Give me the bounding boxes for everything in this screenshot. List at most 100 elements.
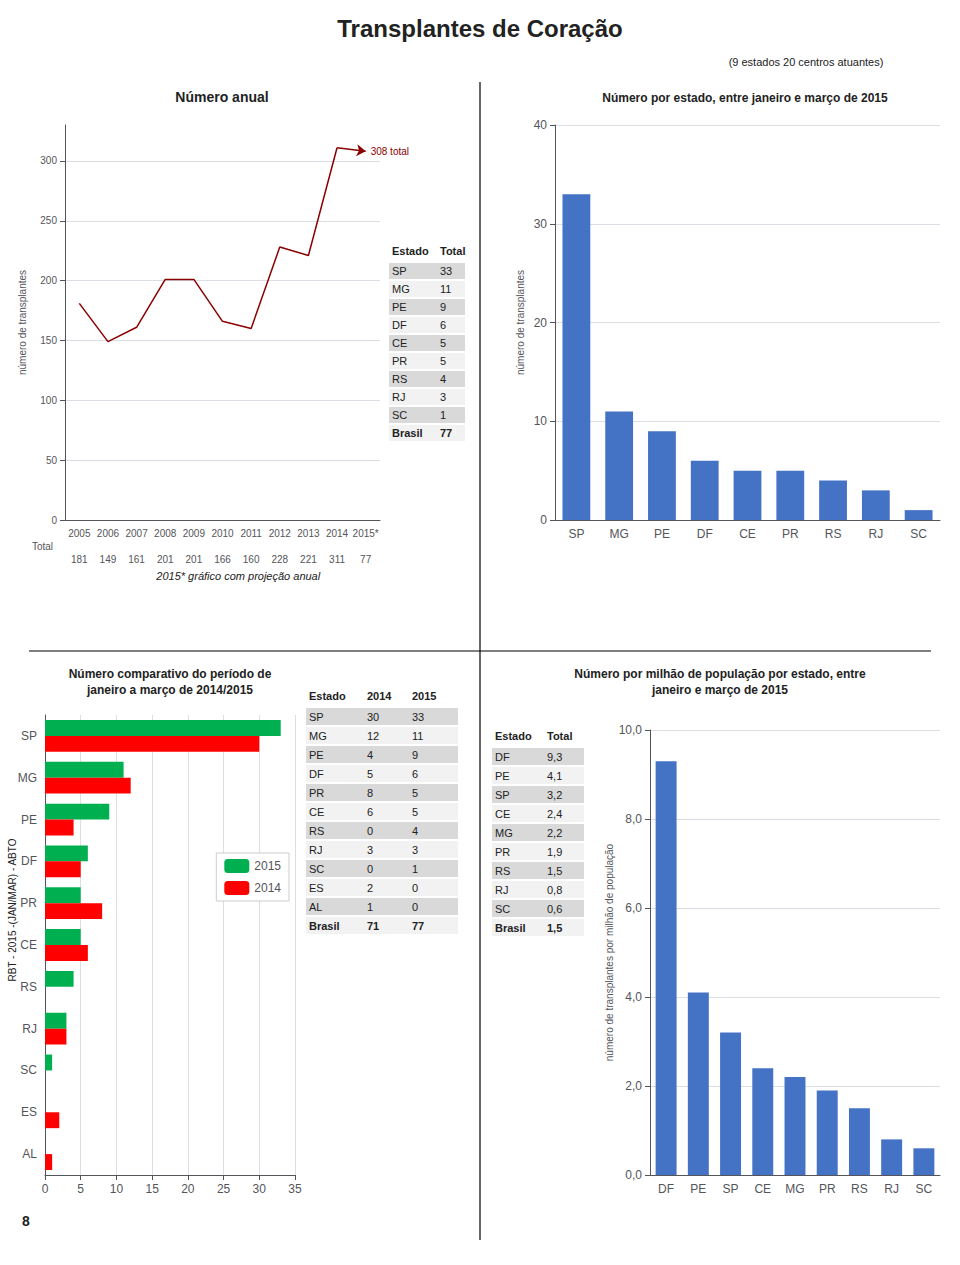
svg-text:0: 0 (367, 825, 373, 837)
svg-text:CE: CE (20, 938, 37, 952)
svg-text:AL: AL (22, 1147, 37, 1161)
svg-text:PE: PE (392, 301, 407, 313)
svg-text:8: 8 (22, 1213, 30, 1229)
svg-text:201: 201 (157, 554, 174, 565)
svg-text:1,9: 1,9 (547, 846, 562, 858)
svg-text:PE: PE (495, 770, 510, 782)
svg-text:MG: MG (309, 730, 327, 742)
svg-text:Brasil: Brasil (495, 922, 526, 934)
svg-text:janeiro a março de 2014/2015: janeiro a março de 2014/2015 (86, 683, 253, 697)
svg-text:100: 100 (40, 395, 57, 406)
svg-text:MG: MG (392, 283, 410, 295)
svg-text:2005: 2005 (68, 528, 91, 539)
svg-text:2008: 2008 (154, 528, 177, 539)
svg-text:4,0: 4,0 (625, 990, 642, 1004)
svg-text:MG: MG (18, 771, 37, 785)
svg-text:Brasil: Brasil (392, 427, 423, 439)
svg-text:RS: RS (309, 825, 324, 837)
svg-text:150: 150 (40, 335, 57, 346)
svg-text:77: 77 (440, 427, 452, 439)
svg-text:SC: SC (309, 863, 324, 875)
svg-text:0,0: 0,0 (625, 1168, 642, 1182)
svg-text:SP: SP (392, 265, 407, 277)
svg-text:0: 0 (412, 882, 418, 894)
svg-text:9,3: 9,3 (547, 751, 562, 763)
svg-text:AL: AL (309, 901, 322, 913)
svg-text:2,0: 2,0 (625, 1079, 642, 1093)
svg-text:77: 77 (360, 554, 372, 565)
svg-text:CE: CE (495, 808, 510, 820)
svg-text:2014: 2014 (367, 690, 392, 702)
svg-text:10: 10 (110, 1182, 124, 1196)
svg-text:5: 5 (412, 806, 418, 818)
svg-text:Total: Total (440, 245, 465, 257)
svg-text:3: 3 (367, 844, 373, 856)
svg-text:RBT - 2015 -(JAN/MAR) - ABTO: RBT - 2015 -(JAN/MAR) - ABTO (7, 838, 18, 981)
svg-text:Brasil: Brasil (309, 920, 340, 932)
svg-text:2013: 2013 (297, 528, 320, 539)
svg-text:CE: CE (392, 337, 407, 349)
svg-text:SC: SC (495, 903, 510, 915)
svg-text:Total: Total (547, 730, 572, 742)
svg-text:4: 4 (440, 373, 446, 385)
svg-text:RS: RS (392, 373, 407, 385)
svg-text:ES: ES (309, 882, 324, 894)
svg-text:6: 6 (412, 768, 418, 780)
svg-text:janeiro e março de 2015: janeiro e março de 2015 (651, 683, 788, 697)
svg-text:CE: CE (739, 527, 756, 541)
svg-text:0: 0 (42, 1182, 49, 1196)
svg-text:Número anual: Número anual (175, 89, 268, 105)
svg-text:71: 71 (367, 920, 379, 932)
svg-text:10,0: 10,0 (619, 723, 643, 737)
svg-text:0: 0 (367, 863, 373, 875)
svg-text:MG: MG (495, 827, 513, 839)
svg-text:PR: PR (309, 787, 324, 799)
svg-text:2: 2 (367, 882, 373, 894)
svg-text:Estado: Estado (309, 690, 346, 702)
svg-text:11: 11 (440, 283, 451, 295)
svg-text:2011: 2011 (240, 528, 262, 539)
svg-text:MG: MG (785, 1182, 804, 1196)
svg-text:RS: RS (20, 980, 37, 994)
svg-text:8,0: 8,0 (625, 812, 642, 826)
svg-text:20: 20 (534, 316, 548, 330)
svg-text:2014: 2014 (326, 528, 349, 539)
svg-text:201: 201 (186, 554, 203, 565)
svg-text:40: 40 (534, 118, 548, 132)
svg-text:SC: SC (910, 527, 927, 541)
svg-text:30: 30 (367, 711, 379, 723)
svg-text:Número por milhão de população: Número por milhão de população por estad… (574, 667, 866, 681)
svg-text:4: 4 (412, 825, 418, 837)
svg-text:9: 9 (440, 301, 446, 313)
svg-text:PR: PR (782, 527, 799, 541)
svg-text:2,4: 2,4 (547, 808, 562, 820)
svg-text:221: 221 (300, 554, 317, 565)
svg-text:DF: DF (392, 319, 407, 331)
svg-text:6: 6 (367, 806, 373, 818)
svg-text:200: 200 (40, 275, 57, 286)
svg-text:SP: SP (21, 729, 37, 743)
svg-text:3,2: 3,2 (547, 789, 562, 801)
svg-text:DF: DF (697, 527, 713, 541)
svg-text:15: 15 (145, 1182, 159, 1196)
svg-text:181: 181 (71, 554, 88, 565)
svg-text:RJ: RJ (884, 1182, 899, 1196)
svg-text:2015: 2015 (412, 690, 436, 702)
svg-text:PR: PR (392, 355, 407, 367)
svg-text:RJ: RJ (868, 527, 883, 541)
svg-text:77: 77 (412, 920, 424, 932)
svg-text:2010: 2010 (211, 528, 234, 539)
svg-text:2015*: 2015* (353, 528, 379, 539)
svg-text:10: 10 (534, 414, 548, 428)
svg-text:0,6: 0,6 (547, 903, 562, 915)
svg-text:DF: DF (21, 854, 37, 868)
svg-text:PE: PE (309, 749, 324, 761)
svg-text:2015* gráfico com projeção anu: 2015* gráfico com projeção anual (155, 570, 320, 582)
svg-text:PR: PR (819, 1182, 836, 1196)
svg-text:número de transplantes: número de transplantes (17, 270, 28, 375)
svg-text:SP: SP (309, 711, 324, 723)
svg-text:5: 5 (440, 337, 446, 349)
svg-text:DF: DF (309, 768, 324, 780)
svg-text:30: 30 (534, 217, 548, 231)
svg-text:SC: SC (392, 409, 407, 421)
